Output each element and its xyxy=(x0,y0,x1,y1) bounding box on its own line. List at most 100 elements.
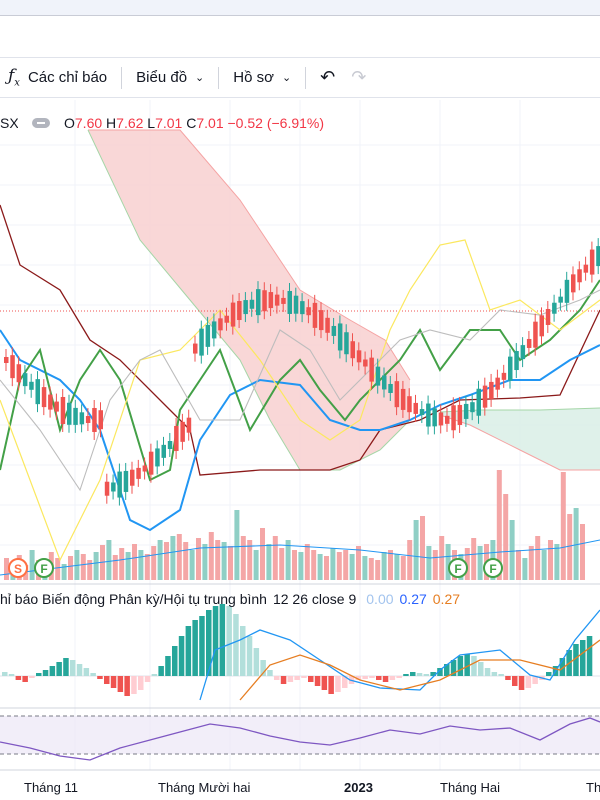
volume-bar xyxy=(548,540,553,580)
change-value: −0.52 (−6.91%) xyxy=(227,115,325,131)
lagging-grey xyxy=(0,289,600,492)
volume-bar xyxy=(362,556,368,580)
event-marker xyxy=(34,558,54,578)
volume-bar xyxy=(170,536,176,580)
macd-hist-bar xyxy=(450,660,457,676)
ichimoku-cloud xyxy=(87,129,600,471)
close-label: C xyxy=(186,115,197,131)
candle-body xyxy=(356,350,362,363)
candle-body xyxy=(470,402,475,413)
volume-bar xyxy=(285,540,291,580)
candle-body xyxy=(337,323,343,351)
rsi-band xyxy=(0,716,600,754)
volume-bar xyxy=(215,540,221,580)
macd-hist-bar xyxy=(192,620,198,676)
candle-body xyxy=(451,405,456,431)
macd-hist-bar xyxy=(342,676,348,688)
candle-body xyxy=(249,299,255,309)
candle-body xyxy=(211,321,217,339)
chevron-down-icon: ⌄ xyxy=(195,72,205,84)
candle-body xyxy=(596,246,600,267)
macd-hist-bar xyxy=(97,676,103,679)
volume-bar xyxy=(202,544,208,580)
candle-body xyxy=(344,332,349,355)
macd-hist-bar xyxy=(518,676,525,690)
high-value: 7.62 xyxy=(116,115,144,131)
volume-bar xyxy=(413,520,419,580)
candle-body xyxy=(193,343,198,354)
macd-hist-bar xyxy=(226,606,232,676)
candle-body xyxy=(564,279,570,303)
volume-bar xyxy=(477,546,483,580)
candle-body xyxy=(22,373,28,387)
chart-type-button[interactable]: Biểu đồ ⌄ xyxy=(128,63,212,93)
macd-hist-bar xyxy=(206,610,212,676)
signal-line xyxy=(239,639,600,701)
rsi-line xyxy=(0,717,600,761)
price-legend: SX O 7.60 H 7.62 L 7.01 C 7.01 −0.52 (−6.91%… xyxy=(0,112,324,134)
undo-icon: ↶ xyxy=(320,67,336,87)
candle-body xyxy=(445,415,450,424)
volume-bar xyxy=(157,540,163,580)
header-blank xyxy=(0,16,600,58)
profile-button[interactable]: Hồ sơ ⌄ xyxy=(225,63,299,93)
volume-bar xyxy=(464,548,470,580)
candle-body xyxy=(281,297,286,304)
macd-hist-bar xyxy=(362,676,368,679)
rsi-pane xyxy=(0,715,600,761)
macd-legend[interactable]: hỉ báo Biến động Phân kỳ/Hội tụ trung bì… xyxy=(0,591,460,607)
volume-bar xyxy=(381,552,387,580)
macd-hist-bar xyxy=(172,646,178,676)
cloud-bearish xyxy=(88,130,410,470)
collapse-legend-icon[interactable] xyxy=(32,118,50,128)
cloud-bullish xyxy=(440,408,600,470)
macd-hist-bar xyxy=(294,676,300,680)
candle-body xyxy=(476,388,481,416)
macd-hist-bar xyxy=(151,674,158,676)
candle-body xyxy=(369,357,374,382)
volume-bar xyxy=(29,550,35,580)
toolbar-separator xyxy=(218,66,220,89)
candle-body xyxy=(350,341,355,359)
volume-bar xyxy=(228,546,233,580)
macd-hist-bar xyxy=(416,673,423,676)
candle-body xyxy=(571,274,576,293)
macd-hist-bar xyxy=(437,668,443,676)
indicators-button[interactable]: ƒx Các chỉ báo xyxy=(0,63,115,93)
redo-icon: ↷ xyxy=(351,67,367,87)
undo-button[interactable]: ↶ xyxy=(312,63,343,93)
macd-params: 12 26 close 9 xyxy=(272,591,357,607)
redo-button[interactable]: ↷ xyxy=(343,63,374,93)
macd-hist-bar xyxy=(464,654,470,676)
macd-hist-bar xyxy=(505,676,511,680)
macd-hist-bar xyxy=(423,674,430,676)
candle-body xyxy=(558,296,563,303)
volume-bar xyxy=(221,542,227,580)
candle-body xyxy=(413,402,418,414)
volume-bar xyxy=(567,514,573,580)
candle-body xyxy=(489,381,494,399)
candle-body xyxy=(533,321,538,348)
macd-hist-bar xyxy=(274,676,280,680)
volume-bar xyxy=(151,546,157,580)
candle-body xyxy=(180,421,185,442)
macd-hist-bar xyxy=(212,606,219,676)
macd-hist-bar xyxy=(382,676,389,682)
event-marker xyxy=(448,558,468,578)
macd-hist-bar xyxy=(253,648,260,676)
volume-bar xyxy=(208,532,214,580)
candle-body xyxy=(79,412,85,425)
high-label: H xyxy=(106,115,117,131)
candle-body xyxy=(117,471,122,498)
time-axis[interactable]: Tháng 11 Tháng Mười hai 2023 Tháng Hai T… xyxy=(0,772,600,800)
macd-hist-bar xyxy=(131,676,137,694)
macd-hist-bar xyxy=(233,614,239,676)
candle-body xyxy=(205,324,211,347)
macd-hist-bar xyxy=(559,658,566,676)
macd-hist-bar xyxy=(2,672,8,676)
chart-toolbar: ƒx Các chỉ báo Biểu đồ ⌄ Hồ sơ ⌄ ↶ ↷ xyxy=(0,58,600,98)
candle-body xyxy=(4,357,9,363)
macd-hist-bar xyxy=(491,672,498,676)
